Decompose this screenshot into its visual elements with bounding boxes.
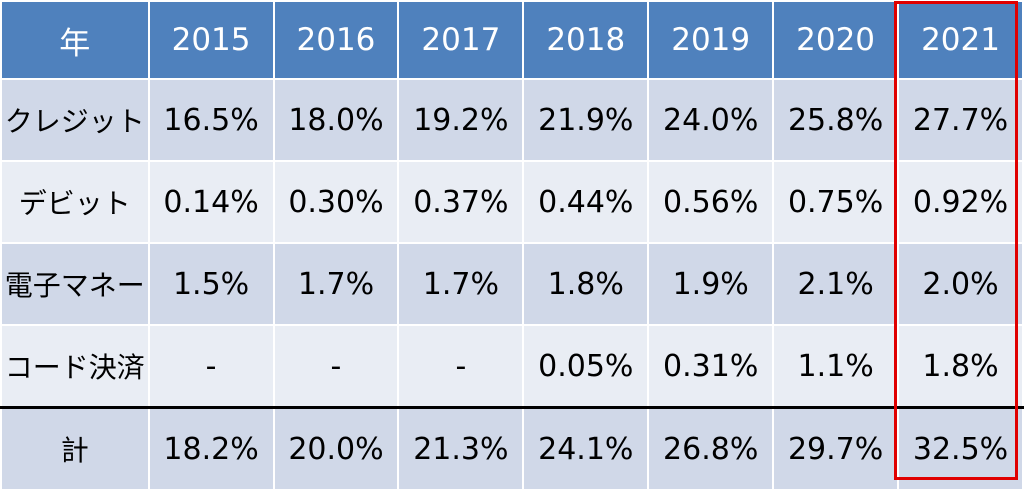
header-cell-2021: 2021 [897, 0, 1024, 80]
row-label: 計 [0, 406, 150, 491]
table-cell: 1.5% [147, 242, 275, 326]
table-cell: 1.7% [397, 242, 525, 326]
table-cell: - [272, 324, 400, 409]
table-cell: 24.1% [522, 406, 650, 491]
table-cell: 19.2% [397, 78, 525, 162]
row-label: コード決済 [0, 324, 150, 409]
table-cell: 1.9% [647, 242, 775, 326]
table-cell: 0.44% [522, 160, 650, 244]
table-cell: 20.0% [272, 406, 400, 491]
header-row: 年 2015 2016 2017 2018 2019 2020 2021 [0, 0, 1024, 80]
table-cell: 26.8% [647, 406, 775, 491]
table-cell: 1.7% [272, 242, 400, 326]
table-cell: 0.30% [272, 160, 400, 244]
table-row-debit: デビット 0.14% 0.30% 0.37% 0.44% 0.56% 0.75%… [0, 160, 1024, 244]
header-cell-2020: 2020 [772, 0, 900, 80]
table-cell: 1.8% [522, 242, 650, 326]
table-row-total: 計 18.2% 20.0% 21.3% 24.1% 26.8% 29.7% 32… [0, 406, 1024, 491]
table-cell: 18.2% [147, 406, 275, 491]
table-cell: 0.14% [147, 160, 275, 244]
table-cell: 21.3% [397, 406, 525, 491]
row-label: デビット [0, 160, 150, 244]
row-label: 電子マネー [0, 242, 150, 326]
table-row-credit: クレジット 16.5% 18.0% 19.2% 21.9% 24.0% 25.8… [0, 78, 1024, 162]
table-cell: 0.92% [897, 160, 1024, 244]
table-cell: 2.0% [897, 242, 1024, 326]
header-cell-2018: 2018 [522, 0, 650, 80]
table-cell: 24.0% [647, 78, 775, 162]
row-label: クレジット [0, 78, 150, 162]
table-row-emoney: 電子マネー 1.5% 1.7% 1.7% 1.8% 1.9% 2.1% 2.0% [0, 242, 1024, 326]
table-cell: - [147, 324, 275, 409]
table-cell: - [397, 324, 525, 409]
table-row-code-payment: コード決済 - - - 0.05% 0.31% 1.1% 1.8% [0, 324, 1024, 409]
table-cell: 29.7% [772, 406, 900, 491]
table-cell: 18.0% [272, 78, 400, 162]
table-cell: 1.8% [897, 324, 1024, 409]
header-cell-2015: 2015 [147, 0, 275, 80]
table-cell: 21.9% [522, 78, 650, 162]
table-cell: 0.75% [772, 160, 900, 244]
table-cell: 0.56% [647, 160, 775, 244]
header-cell-2016: 2016 [272, 0, 400, 80]
table-cell: 0.31% [647, 324, 775, 409]
table-cell: 16.5% [147, 78, 275, 162]
table-cell: 25.8% [772, 78, 900, 162]
header-cell-year: 年 [0, 0, 150, 80]
table-cell: 0.37% [397, 160, 525, 244]
table-cell: 2.1% [772, 242, 900, 326]
header-cell-2017: 2017 [397, 0, 525, 80]
table-cell: 32.5% [897, 406, 1024, 491]
table-cell: 1.1% [772, 324, 900, 409]
table-cell: 0.05% [522, 324, 650, 409]
header-cell-2019: 2019 [647, 0, 775, 80]
table-cell: 27.7% [897, 78, 1024, 162]
